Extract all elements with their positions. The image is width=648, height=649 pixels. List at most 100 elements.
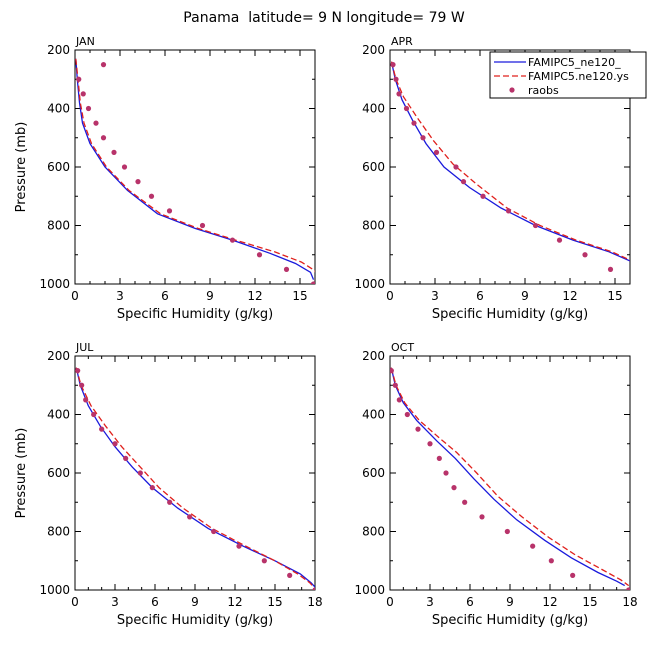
panel-label: OCT [391,341,414,354]
x-tick-label: 15 [582,595,597,609]
raob-point [256,252,263,258]
raob-point [236,543,242,549]
raob-point [436,455,442,461]
raob-point [283,266,290,272]
panel-oct: 0 3 6 9 12 15 18 200 400 600 800 1000 OCT Specific Hu… [354,341,637,628]
raob-point [433,149,440,155]
y-tick-label: 600 [47,466,70,480]
x-tick-label: 3 [116,289,124,303]
y-tick-label: 400 [362,102,385,116]
x-tick-label: 0 [71,289,79,303]
y-tick-label: 800 [362,219,385,233]
x-tick-label: 6 [476,289,484,303]
x-tick-label: 3 [111,595,119,609]
raob-point [187,514,193,520]
raob-point [548,558,554,564]
series-line-solid [390,367,626,587]
raob-point [76,76,82,82]
raob-point [504,528,510,535]
raob-point [396,397,402,403]
y-tick-label: 200 [362,349,385,363]
plot-area [390,61,640,286]
y-tick-label: 1000 [354,277,385,291]
plot-area [75,367,315,590]
x-tick-label: 18 [622,595,637,609]
raob-point [75,368,81,374]
raob-point [310,281,315,284]
panel-label: JAN [75,35,95,48]
y-tick-label: 200 [362,43,385,57]
raob-point [427,441,433,447]
legend-label: FAMIPC5_ne120_ [528,56,621,69]
panel-label: JUL [75,341,94,354]
y-tick-label: 800 [47,219,70,233]
y-tick-label: 600 [362,466,385,480]
raob-point [415,426,421,432]
panel-apr: 0 3 6 9 12 15 200 400 600 800 1000 APR Specific Humi… [354,35,640,322]
plot-area [75,58,315,284]
raob-point [390,368,394,374]
raob-point [607,266,614,272]
raob-point [392,382,398,388]
raob-point [453,164,459,170]
legend-label: raobs [528,84,559,97]
x-tick-label: 18 [307,595,322,609]
series-line-solid [75,58,315,280]
raob-point [505,208,512,214]
raob-point [80,91,86,97]
raob-point [166,208,173,214]
raob-point [148,193,155,199]
raob-point [229,237,236,243]
x-tick-label: 3 [426,595,434,609]
plot-frame [389,355,631,591]
y-tick-label: 600 [47,160,70,174]
x-axis-label: Specific Humidity (g/kg) [117,307,273,322]
raob-point [479,514,485,520]
raob-point [83,397,89,403]
raob-point [582,252,588,258]
y-tick-label: 1000 [39,583,70,597]
legend-box [489,51,647,99]
raob-point [123,455,129,461]
raob-point [137,470,143,476]
raob-point [85,105,92,112]
x-tick-label: 6 [151,595,159,609]
raob-point [626,587,630,590]
x-axis-label: Specific Humidity (g/kg) [432,307,588,322]
y-tick-label: 1000 [354,583,385,597]
y-axis-label: Pressure (mb) [14,428,29,519]
raob-point [99,426,105,432]
raob-point [530,543,536,549]
raob-point [443,470,449,476]
x-axis-label: Specific Humidity (g/kg) [117,613,273,628]
x-tick-label: 3 [431,289,439,303]
x-tick-label: 0 [386,595,394,609]
series-line-dashed [75,367,315,588]
raob-point [91,411,97,418]
x-tick-label: 6 [466,595,474,609]
raob-point [635,281,640,286]
series-line-solid [75,367,315,588]
panel-jul: 0 3 6 9 12 15 18 200 400 600 800 1000 JUL Specific Hu… [14,341,323,628]
raob-point [393,76,399,82]
raob-point [403,105,410,112]
plot-frame [74,49,316,285]
figure-title: Panama latitude= 9 N longitude= 79 W [183,10,465,26]
series-line-dashed [390,367,630,587]
raob-point [111,149,117,155]
raob-point [100,62,107,68]
x-tick-label: 12 [247,289,262,303]
raob-point [135,179,141,185]
x-tick-label: 9 [206,289,214,303]
raob-point [460,179,467,185]
raob-point [211,528,217,535]
raob-point [167,499,173,505]
raob-point [396,91,402,97]
y-tick-label: 600 [362,160,385,174]
raob-point [121,164,128,170]
x-tick-label: 12 [542,595,557,609]
x-tick-label: 9 [506,595,514,609]
raob-point [100,135,107,141]
